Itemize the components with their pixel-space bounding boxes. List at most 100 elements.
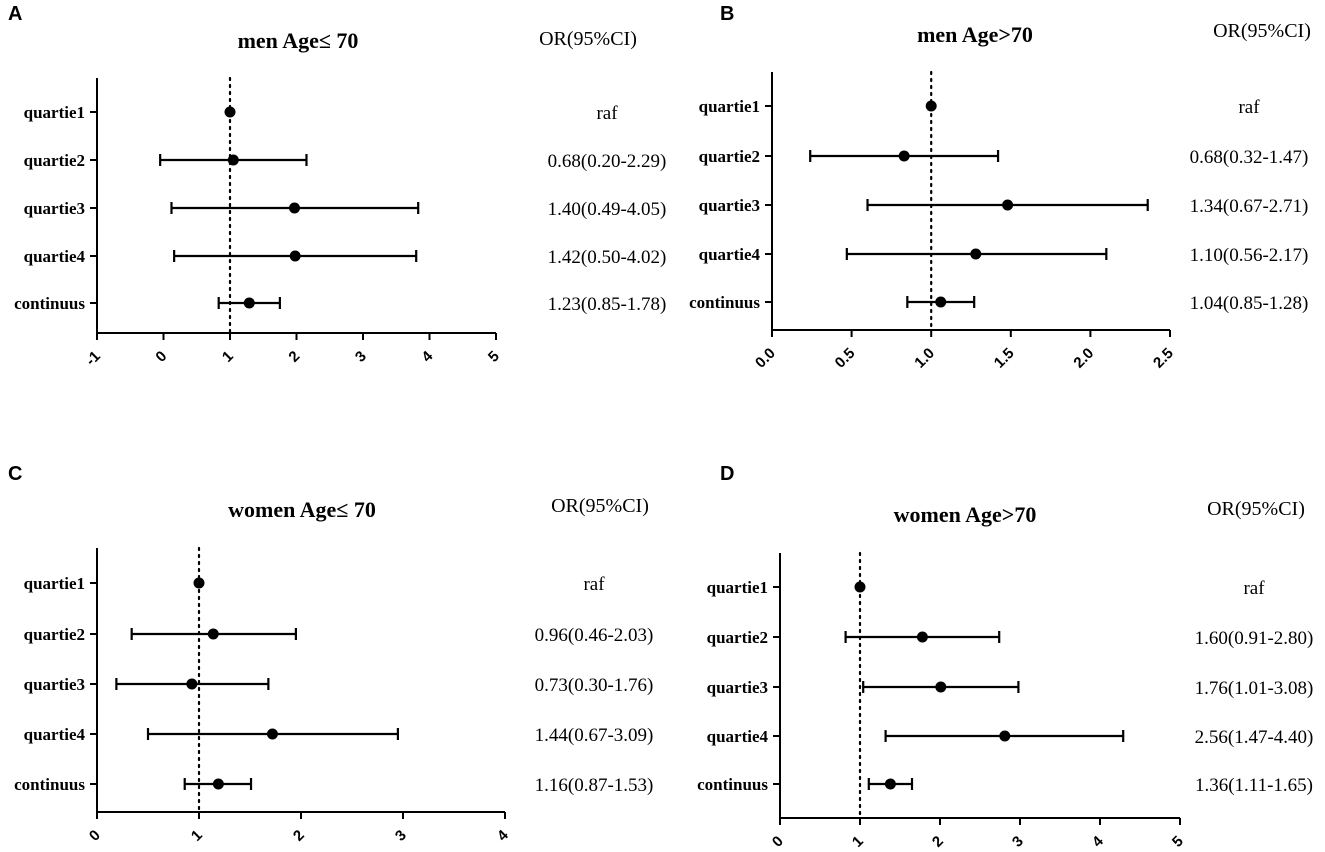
x-tick-label: 3 [352,348,370,366]
panel-title: men Age≤ 70 [238,28,359,53]
x-tick-label: 4 [1089,832,1107,850]
x-tick-label: 0 [86,827,104,845]
odds-ratio-point [243,297,255,309]
category-label: continuus [697,775,768,794]
odds-ratio-point [854,581,866,593]
x-tick-label: 0 [769,833,787,851]
or-value-text: 1.44(0.67-3.09) [535,725,654,746]
odds-ratio-point [916,631,928,643]
category-label: quartie2 [24,151,85,170]
category-label: continuus [689,293,760,312]
category-label: continuus [14,775,85,794]
or-ci-header: OR(95%CI) [1213,20,1311,42]
odds-ratio-point [207,628,219,640]
or-value-text: 0.96(0.46-2.03) [535,625,654,646]
odds-ratio-point [186,678,198,690]
category-label: quartie3 [707,678,768,697]
x-tick-label: 3 [392,827,410,845]
x-tick-label: 2 [929,833,947,851]
category-label: continuus [14,294,85,313]
x-tick-label: 2.5 [1150,345,1177,372]
odds-ratio-point [925,100,937,112]
or-value-text: 1.42(0.50-4.02) [548,247,667,268]
panel-letter: C [8,463,22,485]
panel-letter: B [720,3,734,25]
or-value-text: 1.36(1.11-1.65) [1195,775,1313,796]
category-label: quartie4 [24,247,86,266]
odds-ratio-point [227,154,239,166]
odds-ratio-point [289,202,301,214]
panel-letter: D [720,463,734,485]
or-value-text: 1.76(1.01-3.08) [1195,678,1314,699]
panel-letter: A [8,3,22,25]
odds-ratio-point [193,577,205,589]
odds-ratio-point [999,730,1011,742]
x-tick-label: 2 [290,827,308,845]
x-tick-label: 1 [219,348,237,366]
x-tick-label: 0 [152,348,170,366]
category-label: quartie2 [24,625,85,644]
or-value-text: 1.04(0.85-1.28) [1190,293,1309,314]
or-value-text: 1.60(0.91-2.80) [1195,628,1314,649]
or-value-text: 1.40(0.49-4.05) [548,199,667,220]
category-label: quartie3 [24,199,85,218]
panel-title: women Age≤ 70 [228,497,376,522]
category-label: quartie2 [699,147,760,166]
x-tick-label: 1 [188,827,206,845]
x-tick-label: -1 [82,348,103,369]
or-value-text: 2.56(1.47-4.40) [1195,727,1314,748]
or-value-text: 1.23(0.85-1.78) [548,294,667,315]
category-label: quartie1 [24,574,85,593]
category-label: quartie2 [707,628,768,647]
or-value-text: raf [583,574,605,595]
or-value-text: raf [1238,97,1260,118]
category-label: quartie4 [707,727,769,746]
panel-title: women Age>70 [894,502,1037,527]
odds-ratio-point [212,778,224,790]
x-tick-label: 2.0 [1070,345,1097,372]
x-tick-label: 2 [285,348,303,366]
or-value-text: raf [596,103,618,124]
odds-ratio-point [970,248,982,260]
or-value-text: 0.68(0.20-2.29) [548,151,667,172]
or-ci-header: OR(95%CI) [539,28,637,50]
or-value-text: 0.73(0.30-1.76) [535,675,654,696]
x-tick-label: 0.0 [752,345,779,372]
x-tick-label: 1 [849,833,867,851]
odds-ratio-point [1002,199,1014,211]
odds-ratio-point [266,728,278,740]
or-value-text: 1.34(0.67-2.71) [1190,196,1309,217]
x-tick-label: 1.5 [991,345,1018,372]
odds-ratio-point [898,150,910,162]
category-label: quartie4 [699,245,761,264]
or-value-text: 1.10(0.56-2.17) [1190,245,1309,266]
x-tick-label: 1.0 [911,345,938,372]
odds-ratio-point [935,296,947,308]
or-ci-header: OR(95%CI) [1207,498,1305,520]
x-tick-label: 4 [418,347,436,365]
category-label: quartie1 [699,97,760,116]
odds-ratio-point [289,250,301,262]
x-tick-label: 3 [1009,833,1027,851]
x-tick-label: 4 [494,826,512,844]
x-tick-label: 5 [485,348,503,366]
x-tick-label: 5 [1169,833,1187,851]
odds-ratio-point [224,106,236,118]
or-value-text: raf [1243,578,1265,599]
odds-ratio-point [884,778,896,790]
category-label: quartie4 [24,725,86,744]
or-value-text: 1.16(0.87-1.53) [535,775,654,796]
x-tick-label: 0.5 [832,345,859,372]
category-label: quartie1 [24,103,85,122]
odds-ratio-point [935,681,947,693]
or-value-text: 0.68(0.32-1.47) [1190,147,1309,168]
or-ci-header: OR(95%CI) [551,495,649,517]
category-label: quartie1 [707,578,768,597]
category-label: quartie3 [699,196,760,215]
category-label: quartie3 [24,675,85,694]
